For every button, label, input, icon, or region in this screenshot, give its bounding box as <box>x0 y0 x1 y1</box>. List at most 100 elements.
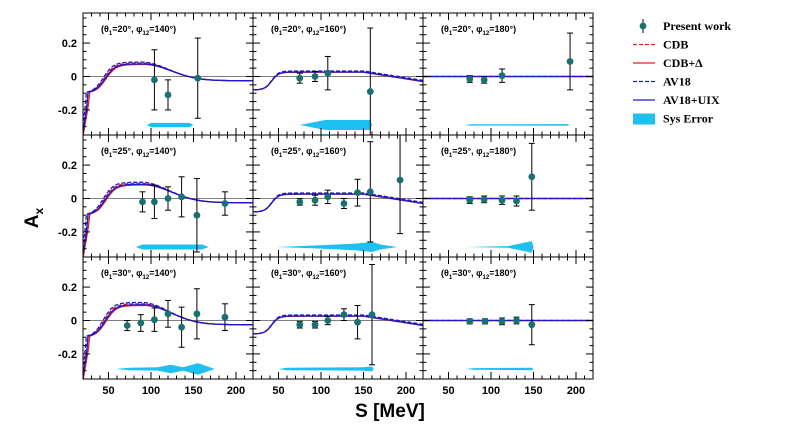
data-point <box>368 311 376 319</box>
y-axis-title-main: Ax <box>22 207 46 228</box>
legend-label: Present work <box>663 19 731 33</box>
x-tick-label: 100 <box>482 385 500 397</box>
data-point <box>164 195 172 202</box>
x-tick-label: 150 <box>524 385 542 397</box>
legend-label: AV18+UIX <box>663 93 720 107</box>
panel-0-1: (θ1=20°, φ12=160°) <box>252 12 424 136</box>
x-tick-label: 50 <box>102 385 114 397</box>
x-tick-label: 100 <box>312 385 330 397</box>
panel-0-2: (θ1=20°, φ12=180°) <box>422 12 594 136</box>
legend-entry-av18-uix: AV18+UIX <box>633 93 720 107</box>
x-tick-label: 50 <box>272 385 284 397</box>
data-point <box>466 75 474 83</box>
panel-1-1: (θ1=25°, φ12=160°) <box>252 134 424 258</box>
curve-av18 <box>253 314 423 335</box>
data-point <box>123 322 131 329</box>
data-point <box>324 193 332 201</box>
data-point <box>311 196 319 204</box>
panel-label: (θ1=30°, φ12=160°) <box>271 268 346 281</box>
y-tick-label: 0.2 <box>62 282 77 294</box>
data-point <box>354 318 361 326</box>
y-tick-label: -0.2 <box>58 105 77 117</box>
data-point <box>498 196 506 204</box>
data-point <box>340 311 348 319</box>
data-point <box>137 319 145 327</box>
sys-error-band <box>465 124 570 126</box>
data-point <box>480 195 488 203</box>
legend-label: CDB <box>663 38 688 52</box>
panel-label: (θ1=20°, φ12=180°) <box>441 24 516 37</box>
legend-entry-present-work: Present work <box>639 19 731 33</box>
panel-label: (θ1=25°, φ12=160°) <box>271 146 346 159</box>
y-tick-label: 0 <box>71 72 77 84</box>
data-point <box>528 173 536 181</box>
data-point <box>221 200 229 207</box>
curve-av18-uix <box>83 63 253 132</box>
data-point <box>528 321 536 329</box>
data-point <box>193 211 201 219</box>
curve-av18-uix <box>253 193 423 213</box>
data-point <box>296 321 304 329</box>
y-tick-label: 0.2 <box>62 160 77 172</box>
x-axis-title: S [MeV] <box>355 401 425 422</box>
panel-label: (θ1=25°, φ12=180°) <box>441 146 516 159</box>
panel-label: (θ1=30°, φ12=140°) <box>101 268 176 281</box>
data-point <box>354 189 361 197</box>
data-point <box>480 76 488 84</box>
sys-error-band <box>465 241 534 253</box>
data-point <box>164 310 172 318</box>
data-point <box>366 88 374 95</box>
legend-entry-cdb: CDB <box>633 38 688 52</box>
data-point <box>324 317 332 324</box>
legend-entry-av18: AV18 <box>633 75 691 89</box>
legend-label: Sys Error <box>663 112 714 126</box>
data-point <box>466 196 474 204</box>
x-tick-label: 200 <box>397 385 415 397</box>
y-tick-label: 0 <box>71 316 77 328</box>
data-point <box>566 58 574 65</box>
panel-2-0: -0.2 0 0.2 50 100 150 200 (θ1=30°, φ12=140°) <box>58 256 254 397</box>
y-tick-label: 0.2 <box>62 38 77 50</box>
x-tick-label: 100 <box>142 385 160 397</box>
data-point <box>311 73 319 80</box>
x-tick-label: 150 <box>184 385 202 397</box>
data-point <box>366 188 374 196</box>
legend-swatch <box>633 113 655 125</box>
data-point <box>164 91 172 99</box>
curve-av18 <box>253 70 423 91</box>
x-tick-label: 200 <box>227 385 245 397</box>
data-point <box>466 317 474 325</box>
x-tick-label: 200 <box>567 385 585 397</box>
data-point <box>481 317 489 325</box>
panel-label: (θ1=20°, φ12=140°) <box>101 24 176 37</box>
x-tick-label: 150 <box>354 385 372 397</box>
data-point <box>396 176 404 184</box>
panel-grid: -0.2 0 0.2 (θ1=20°, φ12=140°) (θ1=20°, φ12=1… <box>58 12 594 397</box>
y-tick-label: -0.2 <box>58 349 77 361</box>
curve-av18-uix <box>253 71 423 91</box>
panel-label: (θ1=25°, φ12=140°) <box>101 146 176 159</box>
y-axis-title: Ax <box>22 207 46 228</box>
sys-error-band <box>299 120 372 130</box>
sys-error-band <box>135 244 209 250</box>
legend-entry-sys-error: Sys Error <box>633 112 714 126</box>
y-tick-label: -0.2 <box>58 227 77 239</box>
data-point <box>178 193 186 201</box>
data-point <box>151 76 158 84</box>
data-point <box>194 74 202 82</box>
sys-error-band <box>465 367 534 371</box>
data-point <box>139 198 146 206</box>
sys-error-band <box>146 122 194 128</box>
legend-marker <box>639 22 647 30</box>
curve-av18-uix <box>253 315 423 335</box>
data-point <box>311 321 319 329</box>
data-point <box>296 198 304 206</box>
y-tick-label: 0 <box>71 194 77 206</box>
legend: Present work CDB CDB+Δ AV18 AV18+UIX Sys Erro… <box>633 19 731 126</box>
data-point <box>178 323 186 331</box>
sys-error-band <box>115 363 215 375</box>
curve-av18 <box>253 192 423 213</box>
data-point <box>513 197 520 205</box>
data-point <box>340 200 348 207</box>
